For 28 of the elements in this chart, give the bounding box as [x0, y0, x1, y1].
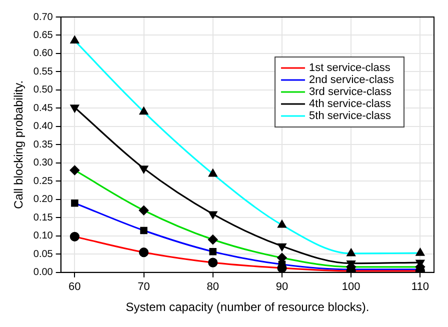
x-tick-label: 80 [206, 281, 220, 294]
y-tick-label: 0.25 [33, 176, 54, 187]
y-axis-title: Call blocking probability. [12, 80, 26, 209]
y-tick-label: 0.20 [33, 194, 54, 206]
y-tick-label: 0.35 [33, 139, 54, 150]
y-tick-label: 0.10 [33, 230, 54, 242]
y-tick-label: 0.30 [33, 158, 54, 169]
y-tick-label: 0.50 [33, 84, 54, 96]
legend-label: 1st service-class [309, 62, 391, 74]
y-tick-label: 0.65 [33, 30, 54, 41]
x-tick-label: 60 [68, 281, 81, 294]
y-tick-label: 0.45 [33, 102, 54, 114]
y-tick-label: 0.00 [33, 267, 54, 278]
legend-label: 4th service-class [309, 98, 392, 110]
x-axis-title: System capacity (number of resource blocks). [126, 300, 370, 314]
x-tick-label: 90 [276, 281, 288, 294]
x-tick-label: 110 [411, 281, 429, 294]
y-tick-label: 0.60 [33, 48, 54, 60]
x-tick-label: 70 [138, 281, 150, 294]
legend-label: 2nd service-class [309, 74, 394, 86]
y-tick-label: 0.40 [33, 121, 54, 132]
y-tick-label: 0.05 [33, 248, 54, 260]
y-tick-label: 0.55 [33, 66, 54, 78]
legend-label: 3rd service-class [309, 86, 392, 98]
x-tick-label: 100 [342, 281, 360, 294]
y-tick-label: 0.15 [33, 212, 54, 224]
y-tick-label: 0.70 [33, 12, 54, 23]
legend-label: 5th service-class [309, 110, 392, 122]
